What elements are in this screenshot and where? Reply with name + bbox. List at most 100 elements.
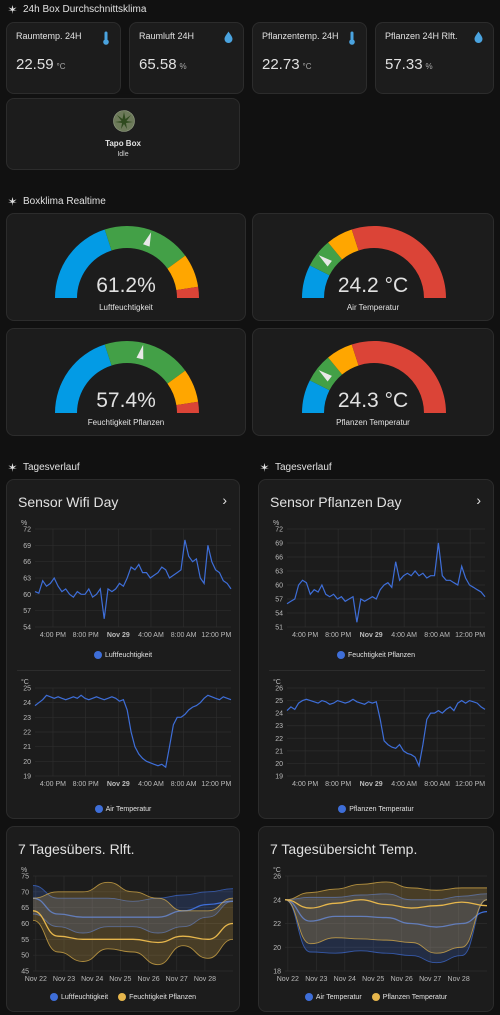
thermometer-icon [103, 31, 109, 45]
series-min-line [32, 900, 234, 934]
chevron-right-icon[interactable]: › [222, 492, 227, 508]
gauge-segment [55, 344, 112, 413]
series-max-line [32, 885, 234, 902]
series-band [33, 882, 233, 965]
y-tick-label: 66 [275, 555, 283, 562]
x-tick-label: 8:00 PM [325, 781, 351, 788]
gauge-segment [302, 380, 330, 413]
stat-number: 22.59 [16, 56, 54, 73]
legend-item[interactable]: Luftfeuchtigkeit [93, 651, 152, 659]
x-tick-label: 4:00 PM [40, 632, 66, 639]
legend-label: Pflanzen Temperatur [349, 805, 414, 813]
sensor-wifi-day-card[interactable]: Sensor Wifi Day › % 72 69 66 63 60 57 54 4:00 PM… [6, 479, 240, 819]
legend-item[interactable]: Pflanzen Temperatur [371, 993, 448, 1001]
gauge-segment [302, 265, 330, 298]
cannabis-leaf-icon [8, 463, 17, 472]
water-drop-icon [224, 31, 233, 43]
legend-item[interactable]: Air Temperatur [304, 993, 362, 1001]
x-tick-label: Nov 22 [25, 976, 47, 983]
y-tick-label: 20 [23, 759, 31, 766]
stat-card-raumtemp[interactable]: Raumtemp. 24H 22.59 °C [6, 22, 121, 94]
chart-legend: Luftfeuchtigkeit Feuchtigkeit Pflanzen [7, 993, 239, 1001]
section-title-avg: 24h Box Durchschnittsklima [8, 4, 146, 15]
legend-item[interactable]: Air Temperatur [94, 805, 151, 813]
x-tick-label: 4:00 PM [292, 632, 318, 639]
chart-legend: Air Temperatur [7, 805, 239, 813]
legend-item[interactable]: Luftfeuchtigkeit [49, 993, 109, 1001]
chart-legend: Air Temperatur Pflanzen Temperatur [259, 993, 493, 1001]
x-tick-label: 8:00 AM [171, 632, 197, 639]
series-mean-line [284, 899, 488, 909]
legend-label: Luftfeuchtigkeit [60, 993, 109, 1001]
x-tick-label: 4:00 AM [138, 632, 164, 639]
x-tick-label: 8:00 PM [325, 632, 351, 639]
tapo-box-name: Tapo Box [105, 139, 141, 148]
gauge-segment [55, 229, 112, 298]
legend-item[interactable]: Feuchtigkeit Pflanzen [337, 651, 415, 659]
chart-legend: Pflanzen Temperatur [259, 805, 493, 813]
x-tick-label: 12:00 PM [201, 632, 231, 639]
legend-item[interactable]: Feuchtigkeit Pflanzen [118, 993, 196, 1001]
chevron-right-icon[interactable]: › [476, 492, 481, 508]
y-tick-label: 22 [275, 736, 283, 743]
y-tick-label: 22 [23, 730, 31, 737]
x-tick-label: 4:00 PM [292, 781, 318, 788]
stat-number: 22.73 [262, 56, 300, 73]
x-tick-label: Nov 29 [360, 781, 383, 788]
series-line [34, 694, 232, 769]
legend-dot [304, 993, 313, 1001]
gauge-segment [351, 226, 446, 298]
week-temperature-card[interactable]: 7 Tagesübersicht Temp. °C 26 24 22 20 18 Nov 2… [258, 826, 494, 1012]
gauge-card-pflanzen-temp[interactable]: 24.3 °C Pflanzen Temperatur [252, 328, 494, 436]
gauge-segment [176, 286, 199, 298]
x-tick-label: Nov 23 [53, 976, 75, 983]
cannabis-leaf-icon [260, 463, 269, 472]
y-tick-label: 63 [275, 569, 283, 576]
week-humidity-card[interactable]: 7 Tagesübers. Rlft. % 75 70 65 60 55 50 45 Nov 2… [6, 826, 240, 1012]
series-min-line [32, 919, 234, 966]
stat-card-pflanzentemp[interactable]: Pflanzentemp. 24H 22.73 °C [252, 22, 367, 94]
gauge-needle [136, 344, 144, 360]
y-tick-label: 45 [21, 969, 29, 976]
divider [17, 670, 231, 671]
series-line [286, 542, 486, 623]
gauge-segment [328, 344, 359, 375]
pflanzen-humidity-chart: %72 69 66 63 60 57 54 51 4:00 PM 8:00 PM Nov 29 4:0… [273, 520, 486, 639]
cannabis-leaf-icon [8, 197, 17, 206]
x-tick-label: 12:00 PM [455, 781, 485, 788]
legend-dot [94, 805, 103, 813]
legend-dot [338, 805, 347, 813]
gauge-card-air-temp[interactable]: 24.2 °C Air Temperatur [252, 213, 494, 321]
tapo-box-card[interactable]: Tapo Box Idle [6, 98, 240, 170]
y-tick-label: 24 [273, 897, 281, 904]
legend-label: Pflanzen Temperatur [382, 993, 448, 1001]
sensor-pflanzen-day-card[interactable]: Sensor Pflanzen Day › % 72 69 66 63 60 57 54 51 4… [258, 479, 494, 819]
stat-value: 22.59 °C [16, 56, 66, 73]
stat-name: Pflanzen 24H Rlft. [385, 31, 458, 41]
x-tick-label: 4:00 AM [391, 781, 417, 788]
stat-number: 65.58 [139, 56, 177, 73]
series-min-line [284, 899, 488, 954]
legend-dot [93, 651, 102, 659]
gauge-label: Air Temperatur [346, 303, 400, 312]
stat-card-raumluft[interactable]: Raumluft 24H 65.58% [129, 22, 244, 94]
stat-unit: °C [56, 62, 66, 71]
legend-dot [118, 993, 127, 1001]
legend-item[interactable]: Pflanzen Temperatur [338, 805, 414, 813]
section-title-realtime: Boxklima Realtime [8, 196, 106, 207]
stat-value: 65.58% [139, 56, 187, 73]
x-tick-label: Nov 27 [166, 976, 188, 983]
series-band [33, 885, 233, 933]
y-tick-label: 24 [275, 711, 283, 718]
gauge-card-feuchtigkeit-pflanzen[interactable]: 57.4% Feuchtigkeit Pflanzen [6, 328, 246, 436]
gauge-card-luftfeuchtigkeit[interactable]: 61.2% Luftfeuchtigkeit [6, 213, 246, 321]
chart-legend: Feuchtigkeit Pflanzen [259, 651, 493, 659]
y-axis-unit: °C [273, 866, 281, 874]
y-tick-label: 21 [23, 744, 31, 751]
y-axis-unit: % [21, 867, 27, 874]
x-tick-label: Nov 26 [137, 976, 159, 983]
stat-card-pflanzen-rlft[interactable]: Pflanzen 24H Rlft. 57.33% [375, 22, 494, 94]
series-band [285, 893, 487, 963]
gauge-value: 61.2% [96, 274, 156, 297]
y-axis-unit: % [21, 520, 27, 527]
